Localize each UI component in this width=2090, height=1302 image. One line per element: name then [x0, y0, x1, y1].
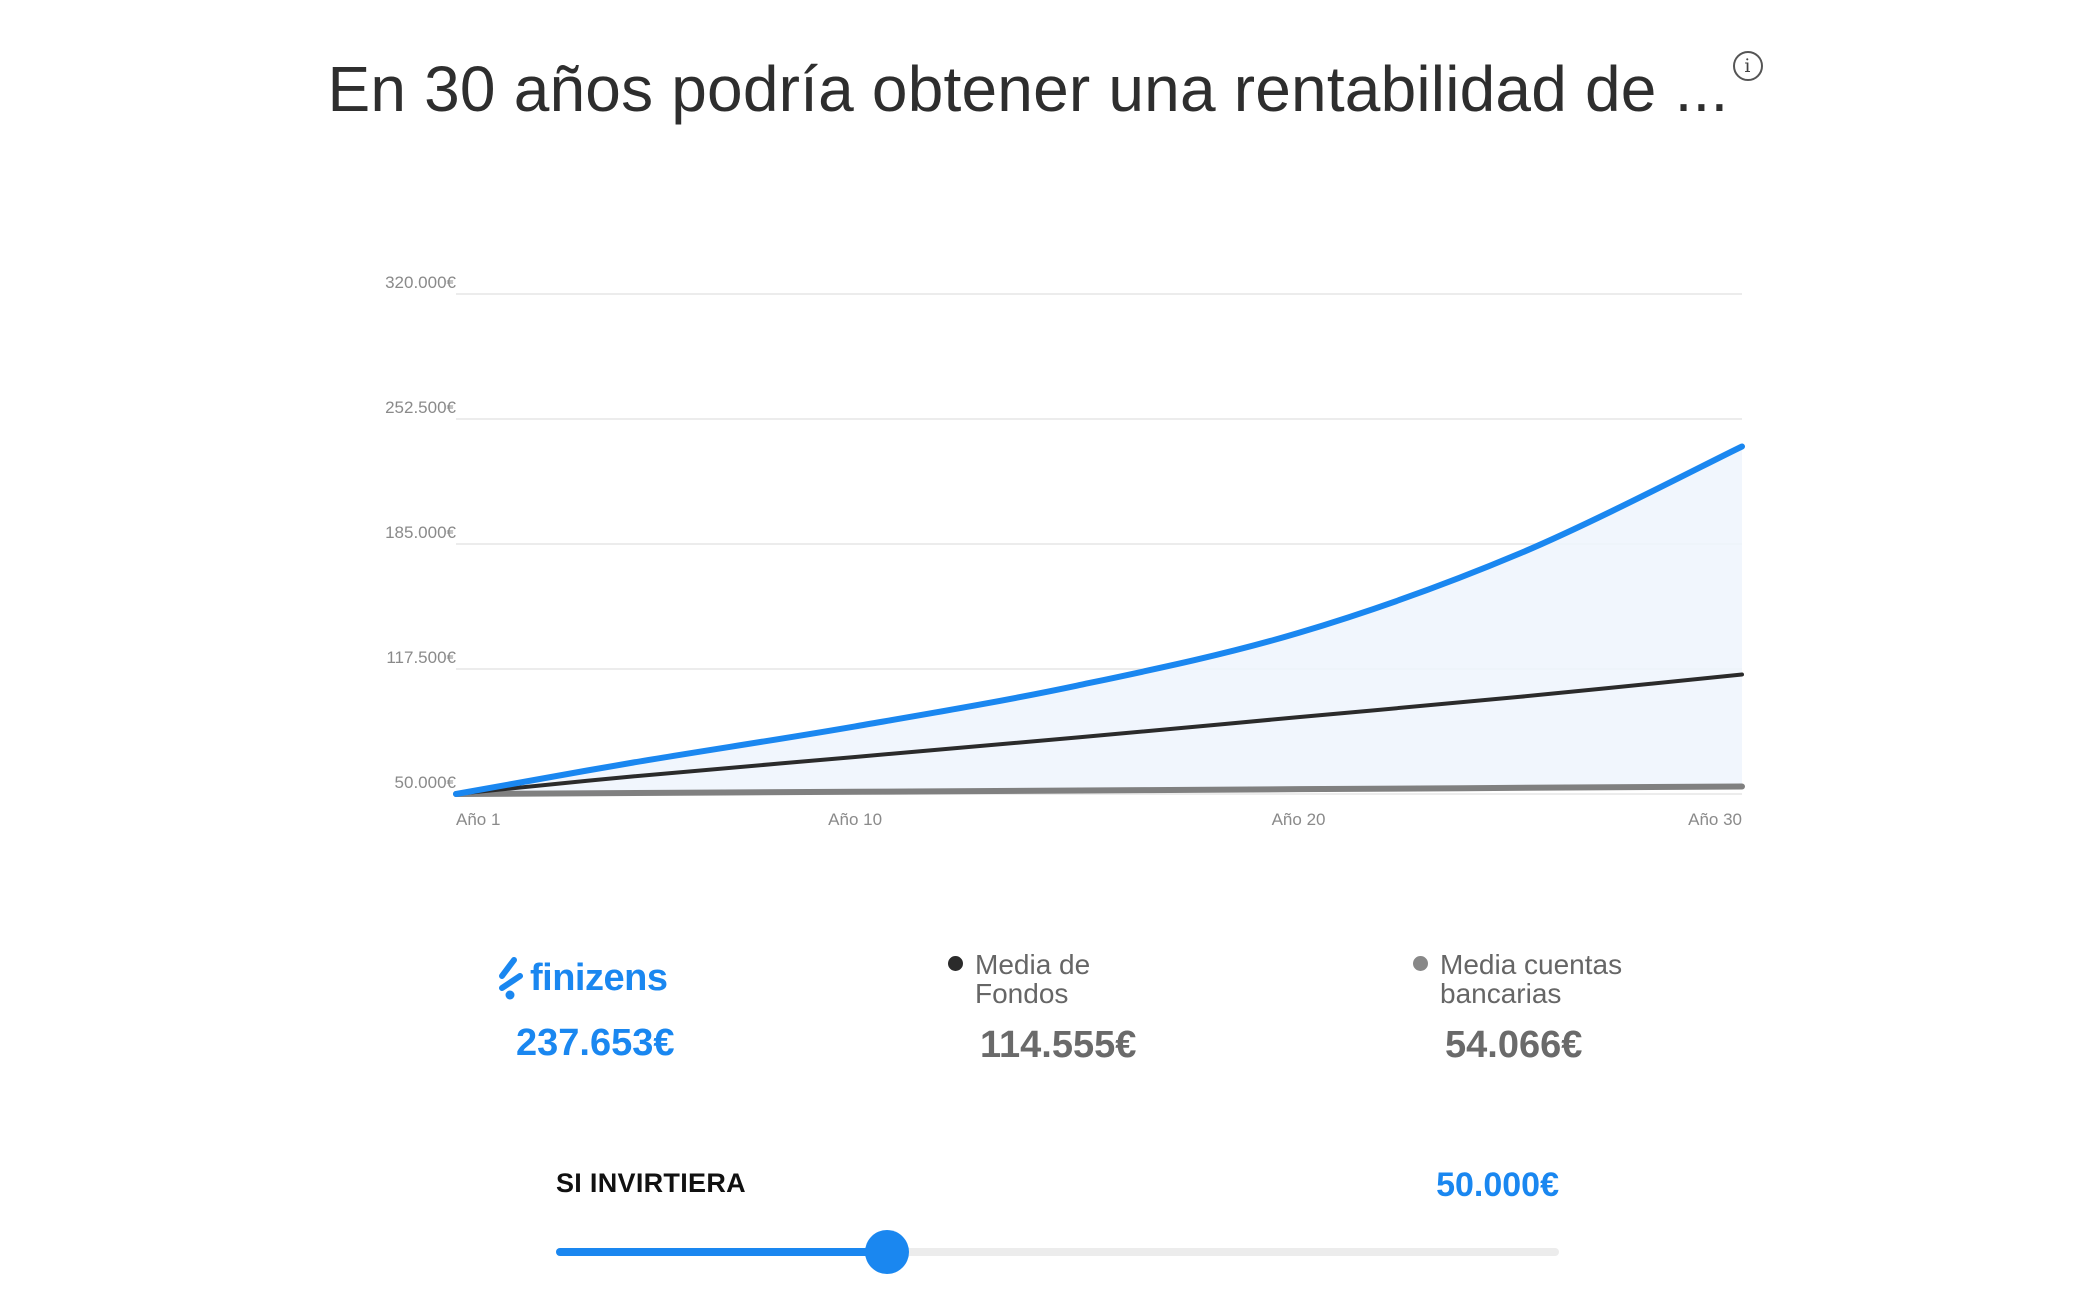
- series-area-0: [456, 446, 1742, 794]
- y-tick-label: 117.500€: [386, 648, 456, 667]
- fondos-label-line1: Media de: [975, 949, 1091, 980]
- bancarias-label: Media cuentas bancarias: [1413, 950, 1813, 1008]
- series-line-0: [453, 443, 1745, 797]
- x-tick-label: Año 10: [828, 810, 882, 829]
- projection-chart: 320.000€ 252.500€ 185.000€ 117.500€ 50.000€ A…: [385, 273, 1745, 829]
- investment-slider-track[interactable]: [556, 1248, 1559, 1256]
- y-tick-label: 320.000€: [385, 273, 456, 292]
- bancarias-value: 54.066€: [1445, 1024, 1583, 1066]
- fondos-dot-icon: [948, 956, 963, 972]
- fondos-value: 114.555€: [980, 1024, 1137, 1066]
- investment-slider-fill: [556, 1248, 887, 1256]
- legend-finizens: finizens 237.653€: [496, 950, 896, 1065]
- finizens-wordmark: finizens: [530, 956, 668, 999]
- fondos-label-line2: Fondos: [975, 978, 1069, 1009]
- legend-bancarias: Media cuentas bancarias 54.066€: [1413, 950, 1813, 1067]
- investment-slider-thumb[interactable]: [864, 1230, 909, 1274]
- x-tick-label: Año 1: [456, 810, 500, 829]
- series-line-1: [454, 672, 1744, 796]
- x-tick-label: Año 20: [1272, 810, 1326, 829]
- bancarias-label-line1: Media cuentas: [1440, 949, 1623, 980]
- y-tick-label: 185.000€: [385, 523, 456, 542]
- finizens-value: 237.653€: [516, 1022, 675, 1064]
- series-line-2: [453, 783, 1745, 797]
- info-icon[interactable]: i: [1732, 51, 1763, 82]
- investment-label: SI INVIRTIERA: [556, 1168, 746, 1198]
- fondos-label: Media de Fondos: [948, 950, 1348, 1008]
- y-tick-label: 252.500€: [385, 398, 456, 417]
- page-title: En 30 años podría obtener una rentabilid…: [0, 51, 2090, 126]
- investment-value: 50.000€: [1436, 1166, 1559, 1204]
- y-tick-label: 50.000€: [395, 773, 457, 792]
- bancarias-label-line2: bancarias: [1440, 978, 1562, 1009]
- x-tick-label: Año 30: [1688, 810, 1742, 829]
- bancarias-dot-icon: [1413, 956, 1428, 972]
- finizens-logo: finizens: [496, 950, 896, 1006]
- legend-fondos: Media de Fondos 114.555€: [948, 950, 1348, 1067]
- page-title-text: En 30 años podría obtener una rentabilid…: [327, 53, 1729, 125]
- finizens-logo-icon: [499, 957, 523, 1000]
